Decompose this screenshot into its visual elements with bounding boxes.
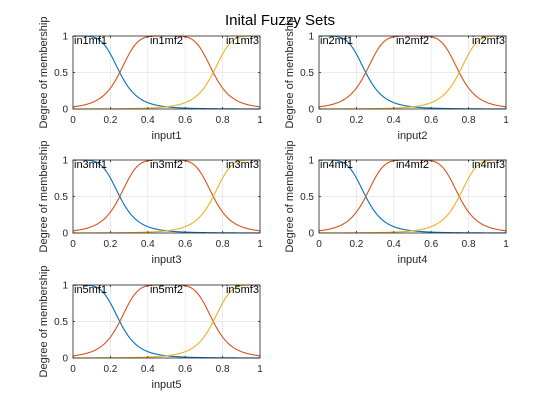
- x-tick-label: 1: [257, 239, 263, 250]
- mf-label-in3mf1: in3mf1: [74, 159, 107, 171]
- x-tick-label: 0.8: [216, 364, 230, 375]
- y-tick-label: 1: [62, 32, 68, 43]
- x-tick-label: 1: [503, 115, 509, 126]
- y-tick-label: 0: [308, 229, 314, 240]
- x-tick-label: 0.4: [141, 239, 155, 250]
- x-axis-label: input4: [398, 254, 428, 266]
- x-tick-label: 1: [257, 364, 263, 375]
- mf-label-in5mf2: in5mf2: [150, 284, 183, 296]
- y-axis-label: Degree of membership: [284, 17, 296, 129]
- subplot-2: 0 0.2 0.4 0.6 0.8 1 0 0.5 1 input2 Degree of membe…: [284, 17, 509, 142]
- y-tick-label: 1: [62, 281, 68, 292]
- mf-label-in2mf1: in2mf1: [320, 35, 353, 47]
- subplot-4: 0 0.2 0.4 0.6 0.8 1 0 0.5 1 input4 Degree of membe…: [284, 141, 509, 266]
- y-tick-label: 0: [62, 354, 68, 365]
- y-tick-label: 1: [308, 156, 314, 167]
- y-tick-label: 0.5: [300, 192, 314, 203]
- mf-label-in4mf1: in4mf1: [320, 159, 353, 171]
- x-axis-label: input5: [152, 379, 182, 391]
- y-axis-label: Degree of membership: [38, 141, 50, 253]
- x-tick-label: 0: [316, 239, 322, 250]
- x-tick-label: 0.2: [349, 115, 363, 126]
- y-axis-label: Degree of membership: [38, 266, 50, 378]
- subplot-1: 0 0.2 0.4 0.6 0.8 1 0 0.5 1 input1 Degree of membe…: [38, 17, 263, 142]
- y-axis-label: Degree of membership: [284, 141, 296, 253]
- x-tick-label: 0.2: [103, 115, 117, 126]
- x-tick-label: 0.2: [103, 239, 117, 250]
- x-tick-label: 0.8: [462, 115, 476, 126]
- x-tick-label: 0.4: [387, 239, 401, 250]
- x-tick-label: 0.2: [349, 239, 363, 250]
- mf-label-in4mf3: in4mf3: [472, 159, 505, 171]
- y-tick-label: 0: [62, 229, 68, 240]
- x-axis-label: input2: [398, 130, 428, 142]
- subplot-grid: 0 0.2 0.4 0.6 0.8 1 0 0.5 1 input1 Degree of membe…: [38, 17, 509, 391]
- x-tick-label: 0.8: [216, 115, 230, 126]
- y-tick-label: 0.5: [54, 317, 68, 328]
- x-axis-label: input1: [152, 130, 182, 142]
- x-tick-label: 1: [503, 239, 509, 250]
- y-tick-label: 0: [308, 105, 314, 116]
- x-tick-label: 0.4: [141, 364, 155, 375]
- x-tick-label: 0: [316, 115, 322, 126]
- x-tick-label: 0.4: [141, 115, 155, 126]
- y-axis-label: Degree of membership: [38, 17, 50, 129]
- x-tick-label: 0.6: [424, 115, 438, 126]
- mf-label-in4mf2: in4mf2: [396, 159, 429, 171]
- x-tick-label: 0: [70, 115, 76, 126]
- x-tick-label: 0.4: [387, 115, 401, 126]
- mf-label-in5mf3: in5mf3: [226, 284, 259, 296]
- x-tick-label: 0: [70, 239, 76, 250]
- y-tick-label: 0.5: [54, 192, 68, 203]
- x-tick-label: 1: [257, 115, 263, 126]
- x-tick-label: 0.8: [216, 239, 230, 250]
- y-tick-label: 0: [62, 105, 68, 116]
- y-tick-label: 0.5: [54, 68, 68, 79]
- x-tick-label: 0.8: [462, 239, 476, 250]
- subplot-3: 0 0.2 0.4 0.6 0.8 1 0 0.5 1 input3 Degree of membe…: [38, 141, 263, 266]
- x-tick-label: 0: [70, 364, 76, 375]
- x-tick-label: 0.6: [178, 364, 192, 375]
- y-tick-label: 1: [308, 32, 314, 43]
- x-tick-label: 0.6: [178, 115, 192, 126]
- mf-label-in2mf3: in2mf3: [472, 35, 505, 47]
- mf-label-in1mf1: in1mf1: [74, 35, 107, 47]
- x-axis-label: input3: [152, 254, 182, 266]
- y-tick-label: 0.5: [300, 68, 314, 79]
- x-tick-label: 0.6: [178, 239, 192, 250]
- y-tick-label: 1: [62, 156, 68, 167]
- x-tick-label: 0.2: [103, 364, 117, 375]
- mf-label-in3mf3: in3mf3: [226, 159, 259, 171]
- x-tick-label: 0.6: [424, 239, 438, 250]
- mf-label-in1mf2: in1mf2: [150, 35, 183, 47]
- mf-label-in2mf2: in2mf2: [396, 35, 429, 47]
- figure-title: Inital Fuzzy Sets: [225, 12, 335, 29]
- subplot-5: 0 0.2 0.4 0.6 0.8 1 0 0.5 1 input5 Degree of membe…: [38, 266, 263, 391]
- mf-label-in1mf3: in1mf3: [226, 35, 259, 47]
- mf-label-in3mf2: in3mf2: [150, 159, 183, 171]
- mf-label-in5mf1: in5mf1: [74, 284, 107, 296]
